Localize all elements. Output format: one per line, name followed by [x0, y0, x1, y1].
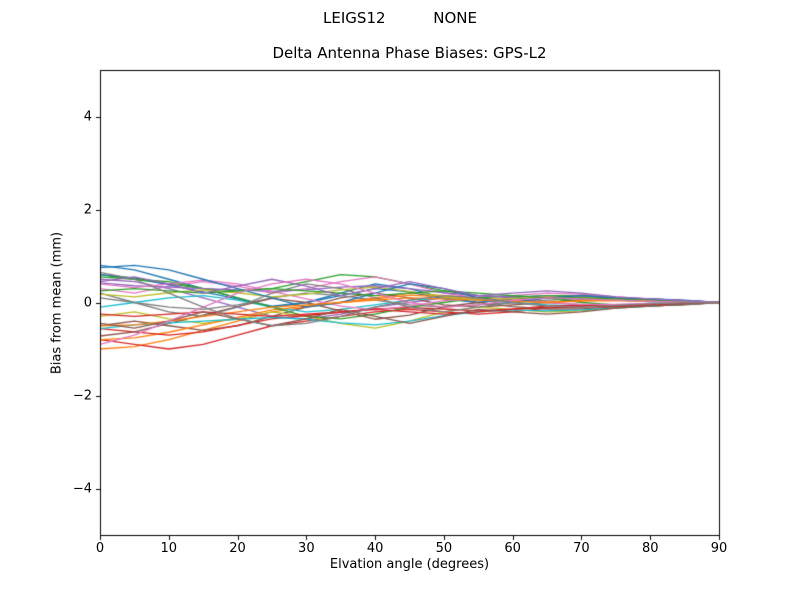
chart-title: Delta Antenna Phase Biases: GPS-L2	[272, 44, 547, 62]
x-axis-label: Elvation angle (degrees)	[329, 557, 490, 572]
y-axis-label: Bias from mean (mm)	[49, 231, 65, 375]
figure-suptitle: LEIGS12 NONE	[323, 9, 477, 27]
